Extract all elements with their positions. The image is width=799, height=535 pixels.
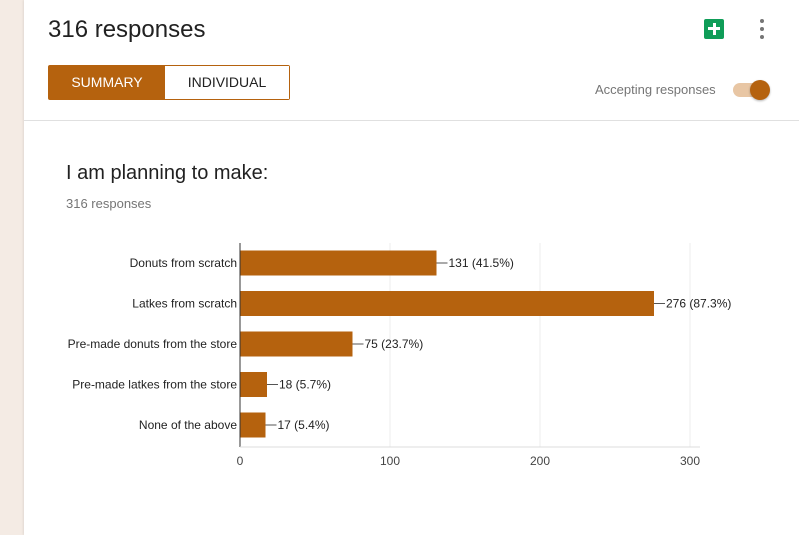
category-label: Donuts from scratch [130,256,237,270]
data-label: 276 (87.3%) [666,297,731,311]
accepting-responses-label: Accepting responses [595,82,716,97]
category-label: Pre-made latkes from the store [72,378,237,392]
bar[interactable] [240,291,655,316]
data-label: 75 (23.7%) [365,337,424,351]
category-label: Latkes from scratch [132,297,237,311]
data-label: 131 (41.5%) [449,256,514,270]
bar-chart: 0 100 200 300 Donuts from scratch 131 (41.5%)… [68,243,731,468]
bar[interactable] [240,331,353,357]
bar[interactable] [240,412,266,438]
category-label: None of the above [139,418,237,432]
responses-header: 316 responses SUMMARY INDIVIDUAL Accepti… [24,0,799,121]
x-tick-label: 100 [380,454,400,468]
more-vert-icon[interactable] [756,18,768,40]
x-tick-label: 200 [530,454,550,468]
responses-card: 316 responses SUMMARY INDIVIDUAL Accepti… [24,0,799,535]
google-sheets-icon[interactable] [704,19,724,39]
toggle-knob [750,80,770,100]
tab-summary[interactable]: SUMMARY [49,66,165,99]
bar[interactable] [240,372,268,397]
data-label: 18 (5.7%) [279,378,331,392]
question-response-count: 316 responses [66,196,152,211]
x-tick-label: 0 [237,454,244,468]
bar[interactable] [240,250,437,276]
question-title: I am planning to make: [66,162,269,184]
data-label: 17 (5.4%) [278,418,330,432]
x-tick-label: 300 [680,454,700,468]
view-tabs: SUMMARY INDIVIDUAL [48,65,290,100]
accepting-responses-toggle[interactable] [733,80,771,100]
page-title: 316 responses [48,16,206,43]
category-label: Pre-made donuts from the store [68,337,238,351]
tab-individual[interactable]: INDIVIDUAL [165,66,289,99]
